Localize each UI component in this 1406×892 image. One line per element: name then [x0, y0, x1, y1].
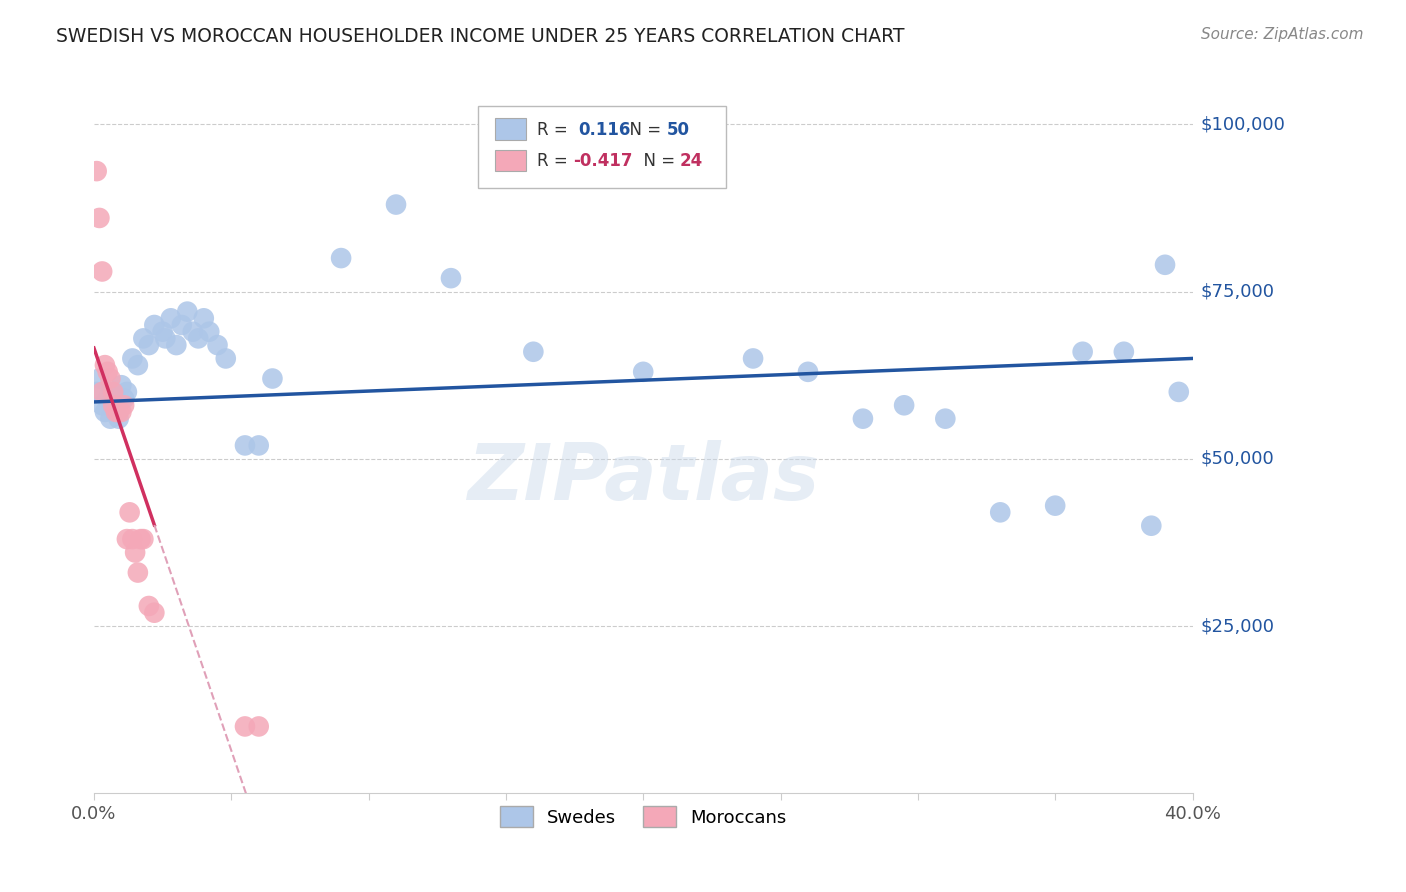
Point [852, 411, 875, 425]
Point [107, 411, 129, 425]
Point [742, 351, 765, 366]
Point [97, 392, 120, 406]
Point [1043, 499, 1066, 513]
Point [1167, 384, 1189, 399]
Text: -0.417: -0.417 [572, 153, 633, 170]
Point [132, 331, 155, 345]
Point [631, 365, 654, 379]
Point [110, 378, 132, 392]
Point [118, 505, 141, 519]
Point [91, 264, 114, 278]
Point [115, 532, 138, 546]
Point [94, 358, 117, 372]
Point [121, 532, 143, 546]
Point [155, 331, 177, 345]
Point [247, 719, 270, 733]
Point [233, 438, 256, 452]
Point [100, 371, 122, 385]
Point [115, 384, 138, 399]
Point [170, 318, 193, 332]
Point [101, 398, 124, 412]
Point [1140, 518, 1163, 533]
Point [104, 405, 127, 419]
Point [143, 606, 166, 620]
Point [132, 532, 155, 546]
Text: $25,000: $25,000 [1201, 617, 1275, 635]
Text: 0.116: 0.116 [578, 120, 631, 138]
Point [127, 566, 149, 580]
Point [165, 338, 187, 352]
Point [247, 438, 270, 452]
Point [100, 384, 122, 399]
Point [104, 405, 127, 419]
Text: $50,000: $50,000 [1201, 450, 1274, 467]
Bar [495, 150, 526, 171]
Point [198, 325, 221, 339]
Point [1112, 344, 1135, 359]
Text: $100,000: $100,000 [1201, 115, 1285, 133]
Point [159, 311, 181, 326]
Text: N =: N = [633, 153, 681, 170]
Point [181, 325, 204, 339]
Text: SWEDISH VS MOROCCAN HOUSEHOLDER INCOME UNDER 25 YEARS CORRELATION CHART: SWEDISH VS MOROCCAN HOUSEHOLDER INCOME U… [56, 27, 904, 45]
Point [127, 358, 149, 372]
Text: Source: ZipAtlas.com: Source: ZipAtlas.com [1201, 27, 1364, 42]
Text: R =: R = [537, 120, 578, 138]
Point [94, 405, 117, 419]
Point [100, 411, 122, 425]
Point [193, 311, 215, 326]
Point [97, 365, 120, 379]
Point [112, 392, 135, 406]
Text: $75,000: $75,000 [1201, 283, 1275, 301]
Point [86, 164, 108, 178]
Point [215, 351, 238, 366]
Point [187, 331, 209, 345]
Text: 50: 50 [666, 120, 689, 138]
Point [86, 384, 108, 399]
Point [934, 411, 956, 425]
Point [91, 384, 114, 399]
Point [107, 405, 129, 419]
Point [233, 719, 256, 733]
Point [1154, 258, 1177, 272]
Point [91, 398, 114, 412]
Point [207, 338, 229, 352]
Point [101, 398, 124, 412]
Text: ZIPatlas: ZIPatlas [467, 441, 820, 516]
Point [1071, 344, 1094, 359]
Bar [495, 119, 526, 140]
Point [138, 599, 160, 613]
Legend: Swedes, Moroccans: Swedes, Moroccans [494, 799, 793, 834]
Point [893, 398, 915, 412]
Point [89, 371, 111, 385]
Point [330, 251, 353, 265]
Point [262, 371, 284, 385]
Point [101, 384, 124, 399]
Point [797, 365, 820, 379]
Point [112, 398, 135, 412]
FancyBboxPatch shape [478, 106, 725, 188]
Text: 24: 24 [679, 153, 703, 170]
Point [89, 211, 111, 225]
Point [121, 351, 143, 366]
Point [129, 532, 152, 546]
Point [110, 405, 132, 419]
Point [176, 304, 198, 318]
Text: R =: R = [537, 153, 572, 170]
Point [385, 197, 408, 211]
Point [988, 505, 1011, 519]
Point [522, 344, 544, 359]
Point [138, 338, 160, 352]
Point [440, 271, 463, 285]
Point [124, 545, 146, 559]
Point [152, 325, 174, 339]
Point [143, 318, 166, 332]
Text: N =: N = [619, 120, 666, 138]
